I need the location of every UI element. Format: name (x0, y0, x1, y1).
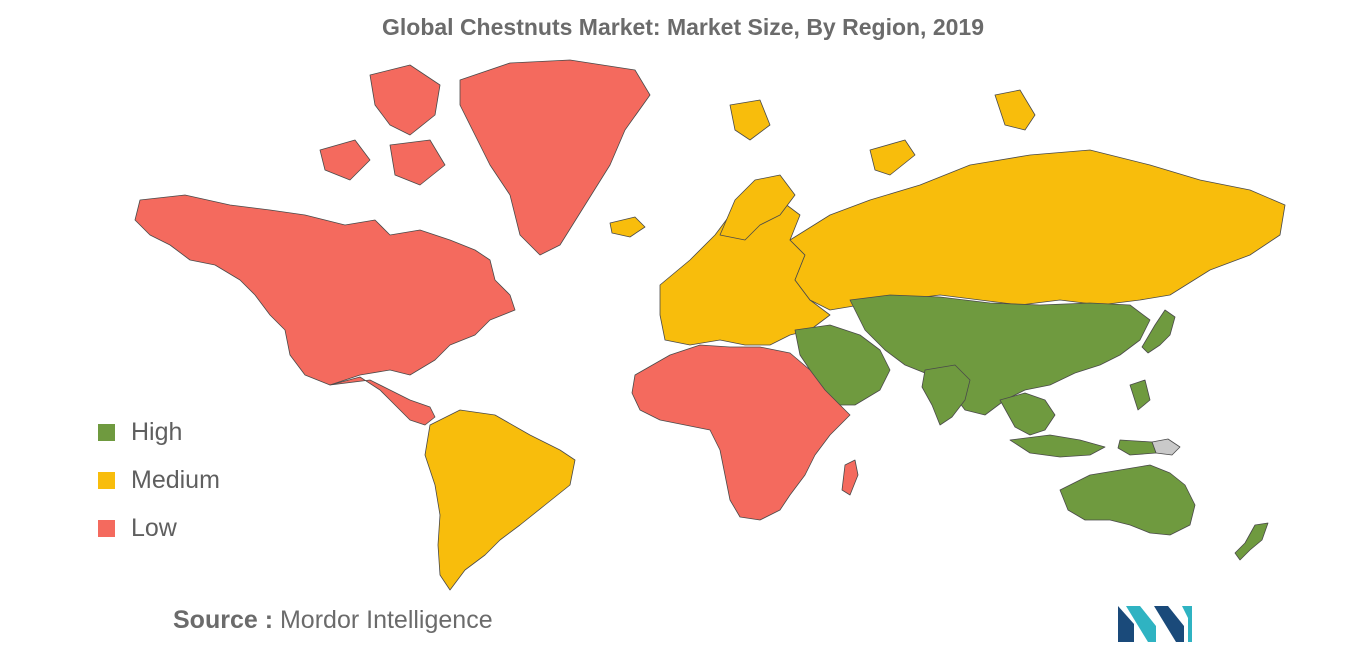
legend-item-medium: Medium (98, 456, 220, 504)
source-line: Source : Mordor Intelligence (173, 606, 493, 635)
legend-item-high: High (98, 408, 220, 456)
region-southeast-asia (999, 379, 1151, 458)
source-text: Mordor Intelligence (279, 606, 493, 634)
region-australia (1059, 464, 1196, 536)
logo-shape-3 (1154, 606, 1184, 642)
legend-swatch-high (98, 423, 115, 441)
logo-shape-4 (1182, 606, 1192, 642)
region-russia (789, 149, 1286, 311)
world-map (134, 59, 1286, 591)
legend-label-low: Low (131, 513, 177, 542)
mordor-intelligence-logo (1118, 606, 1192, 642)
region-iceland (609, 216, 646, 238)
region-asia (849, 294, 1151, 416)
region-south-america (424, 409, 576, 591)
region-scandinavia (719, 174, 796, 241)
region-madagascar (841, 459, 859, 496)
legend-swatch-medium (98, 471, 115, 489)
map-title: Global Chestnuts Market: Market Size, By… (382, 14, 984, 40)
region-arctic-islands (319, 64, 446, 186)
legend-swatch-low (98, 519, 115, 537)
source-prefix: Source : (173, 606, 274, 634)
region-russian-arctic-islands (729, 89, 1036, 176)
region-north-america (134, 194, 516, 386)
logo-shape-1 (1118, 606, 1134, 642)
legend: High Medium Low (98, 408, 220, 552)
region-central-america (329, 376, 436, 426)
region-africa (631, 344, 851, 521)
legend-label-medium: Medium (131, 465, 220, 494)
region-japan (1141, 309, 1176, 354)
region-india (921, 364, 971, 426)
region-new-guinea-west (1117, 439, 1157, 456)
logo-shape-2 (1126, 606, 1156, 642)
region-new-zealand (1234, 522, 1269, 561)
region-greenland (459, 59, 651, 256)
legend-label-high: High (131, 417, 183, 446)
legend-item-low: Low (98, 504, 220, 552)
